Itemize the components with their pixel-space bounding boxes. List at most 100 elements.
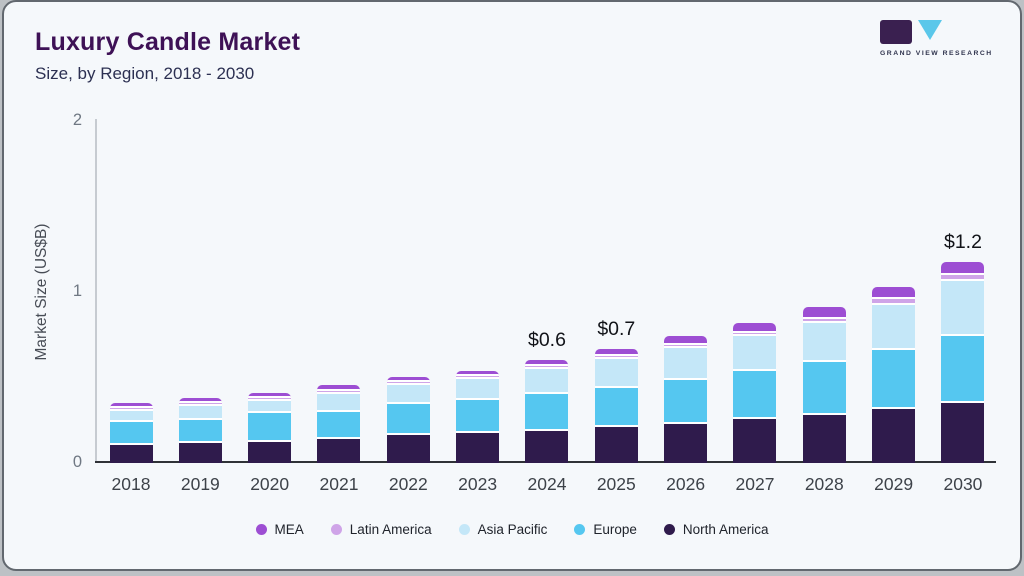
- bar-2024[interactable]: [525, 360, 569, 463]
- bar-segment-latin-america[interactable]: [594, 356, 638, 359]
- bar-segment-asia-pacific[interactable]: [802, 323, 846, 362]
- bar-segment-asia-pacific[interactable]: [317, 394, 361, 412]
- bar-segment-north-america[interactable]: [456, 433, 500, 463]
- bar-segment-latin-america[interactable]: [664, 345, 708, 348]
- legend-dot-icon: [255, 523, 267, 535]
- x-tick-label-2020: 2020: [250, 474, 290, 494]
- bar-segment-mea[interactable]: [456, 371, 500, 376]
- bar-segment-latin-america[interactable]: [525, 366, 569, 369]
- bar-segment-europe[interactable]: [386, 404, 430, 435]
- bar-segment-europe[interactable]: [178, 420, 222, 443]
- bar-2029[interactable]: [872, 287, 916, 463]
- legend-item-asia-pacific[interactable]: Asia Pacific: [458, 521, 548, 537]
- bar-segment-mea[interactable]: [664, 336, 708, 345]
- bar-2030[interactable]: [941, 262, 985, 463]
- bar-segment-asia-pacific[interactable]: [248, 401, 292, 413]
- bar-segment-mea[interactable]: [109, 403, 153, 408]
- bar-segment-latin-america[interactable]: [317, 391, 361, 394]
- bar-2018[interactable]: [109, 403, 153, 463]
- bar-segment-latin-america[interactable]: [456, 376, 500, 379]
- bar-segment-north-america[interactable]: [178, 443, 222, 463]
- bar-segment-europe[interactable]: [456, 400, 500, 433]
- bar-segment-europe[interactable]: [872, 350, 916, 409]
- bar-2020[interactable]: [248, 393, 292, 463]
- bar-value-label-2024: $0.6: [527, 329, 566, 351]
- bar-2026[interactable]: [664, 336, 708, 463]
- bar-segment-latin-america[interactable]: [109, 408, 153, 411]
- bar-segment-mea[interactable]: [386, 377, 430, 382]
- bar-segment-asia-pacific[interactable]: [386, 385, 430, 404]
- legend-label: Asia Pacific: [477, 521, 548, 537]
- bar-2021[interactable]: [317, 385, 361, 463]
- bar-segment-latin-america[interactable]: [802, 319, 846, 323]
- bar-segment-asia-pacific[interactable]: [733, 336, 777, 371]
- bar-segment-latin-america[interactable]: [178, 403, 222, 406]
- bar-segment-north-america[interactable]: [525, 431, 569, 463]
- x-tick-label-2026: 2026: [666, 474, 706, 494]
- bar-segment-north-america[interactable]: [386, 435, 430, 463]
- bar-segment-latin-america[interactable]: [941, 275, 985, 281]
- bar-segment-europe[interactable]: [941, 336, 985, 403]
- bar-2028[interactable]: [802, 307, 846, 463]
- bar-segment-mea[interactable]: [941, 262, 985, 275]
- bar-segment-latin-america[interactable]: [248, 398, 292, 401]
- x-tick-label-2023: 2023: [458, 474, 498, 494]
- bar-segment-latin-america[interactable]: [386, 382, 430, 385]
- bar-segment-mea[interactable]: [872, 287, 916, 299]
- bar-segment-asia-pacific[interactable]: [456, 379, 500, 400]
- bar-segment-europe[interactable]: [525, 394, 569, 431]
- logo-wordmark: GRAND VIEW RESEARCH: [880, 50, 993, 57]
- bar-segment-asia-pacific[interactable]: [872, 305, 916, 350]
- bar-2023[interactable]: [456, 371, 500, 463]
- legend-item-latin-america[interactable]: Latin America: [330, 522, 432, 537]
- legend-label: North America: [682, 521, 769, 537]
- bar-2025[interactable]: [594, 349, 638, 463]
- bar-segment-asia-pacific[interactable]: [525, 369, 569, 394]
- legend-item-north-america[interactable]: North America: [663, 521, 769, 537]
- bar-segment-mea[interactable]: [594, 349, 638, 356]
- bar-segment-north-america[interactable]: [317, 439, 361, 463]
- bar-segment-europe[interactable]: [802, 362, 846, 415]
- bar-2022[interactable]: [386, 377, 430, 463]
- chart-legend: MEA Latin America Asia Pacific Europe North …: [4, 516, 1020, 542]
- bar-segment-north-america[interactable]: [248, 442, 292, 463]
- bar-segment-asia-pacific[interactable]: [178, 406, 222, 420]
- bar-segment-north-america[interactable]: [594, 427, 638, 463]
- bar-segment-mea[interactable]: [525, 360, 569, 366]
- legend-label: Europe: [593, 521, 637, 537]
- bar-2019[interactable]: [178, 398, 222, 463]
- bar-segment-europe[interactable]: [109, 422, 153, 445]
- bar-segment-mea[interactable]: [733, 323, 777, 333]
- bar-segment-europe[interactable]: [248, 413, 292, 442]
- legend-dot-icon: [458, 523, 470, 535]
- bar-segment-europe[interactable]: [664, 380, 708, 424]
- x-tick-label-2022: 2022: [388, 474, 428, 494]
- bar-segment-asia-pacific[interactable]: [664, 348, 708, 380]
- y-tick-label-0: 0: [72, 453, 82, 471]
- x-tick-label-2018: 2018: [111, 474, 151, 494]
- bar-segment-north-america[interactable]: [872, 409, 916, 463]
- legend-dot-icon: [574, 523, 586, 535]
- bar-segment-latin-america[interactable]: [733, 333, 777, 336]
- bar-segment-mea[interactable]: [178, 398, 222, 403]
- bar-segment-mea[interactable]: [317, 385, 361, 391]
- bar-segment-north-america[interactable]: [664, 424, 708, 463]
- bar-2027[interactable]: [733, 323, 777, 463]
- bar-segment-europe[interactable]: [733, 371, 777, 419]
- bar-segment-north-america[interactable]: [109, 445, 153, 463]
- bar-segment-mea[interactable]: [248, 393, 292, 398]
- legend-item-europe[interactable]: Europe: [574, 522, 637, 537]
- bar-segment-north-america[interactable]: [733, 419, 777, 463]
- legend-dot-icon: [330, 523, 342, 535]
- bar-segment-north-america[interactable]: [941, 403, 985, 463]
- bar-segment-asia-pacific[interactable]: [594, 359, 638, 388]
- bar-segment-europe[interactable]: [317, 412, 361, 439]
- bar-segment-north-america[interactable]: [802, 415, 846, 463]
- bar-segment-asia-pacific[interactable]: [941, 281, 985, 336]
- bar-segment-latin-america[interactable]: [872, 299, 916, 305]
- bar-segment-asia-pacific[interactable]: [109, 411, 153, 422]
- bar-segment-mea[interactable]: [802, 307, 846, 319]
- bar-segment-europe[interactable]: [594, 388, 638, 427]
- legend-item-mea[interactable]: MEA: [255, 522, 304, 537]
